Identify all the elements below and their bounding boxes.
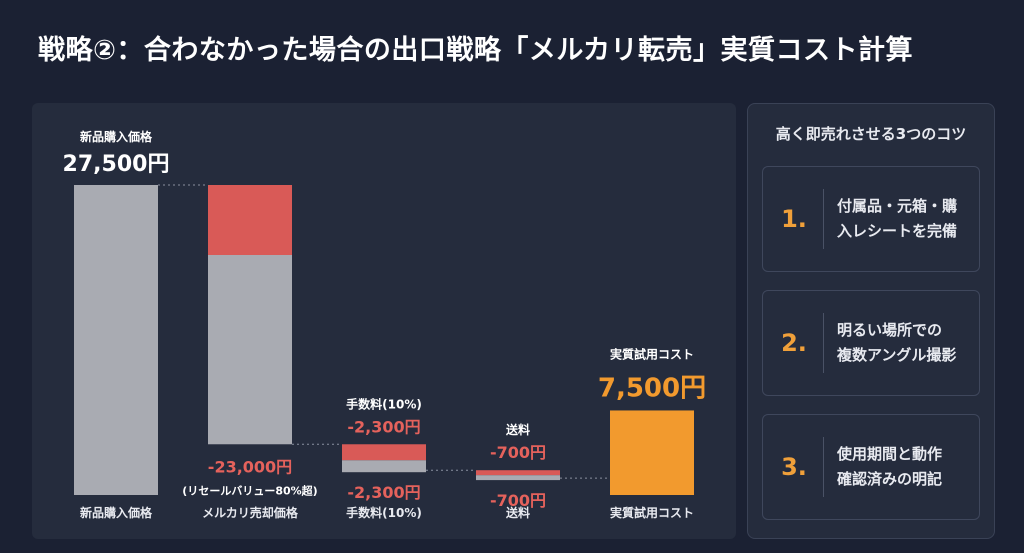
- tips-panel: 高く即売れさせる3つのコツ 1. 付属品・元箱・購 入レシートを完備 2. 明る…: [747, 103, 995, 539]
- tips-title: 高く即売れさせる3つのコツ: [775, 125, 967, 143]
- tip-text: 付属品・元箱・購 入レシートを完備: [837, 167, 969, 271]
- bar-value-label: 27,500円: [63, 152, 170, 177]
- category-label: 実質試用コスト: [610, 505, 694, 520]
- total-bar: [74, 185, 158, 495]
- tip-text: 明るい場所での 複数アングル撮影: [837, 291, 969, 395]
- bar-below-label: -2,300円: [347, 483, 420, 502]
- tip-card-3: 3. 使用期間と動作 確認済みの明記: [762, 414, 980, 520]
- tip-line: 入レシートを完備: [837, 222, 958, 240]
- category-label: メルカリ売却価格: [202, 505, 299, 520]
- decrease-bar: [476, 470, 560, 476]
- tip-line: 明るい場所での: [837, 321, 943, 340]
- remainder-bar: [476, 475, 560, 481]
- tip-line: 付属品・元箱・購: [837, 197, 958, 216]
- bar-top-label: 実質試用コスト: [610, 346, 694, 361]
- decrease-bar: [342, 444, 426, 461]
- bar-top-label: 送料: [505, 422, 530, 437]
- remainder-bar: [342, 460, 426, 473]
- tip-text: 使用期間と動作 確認済みの明記: [837, 415, 969, 519]
- waterfall-chart: 新品購入価格 27,500円 -23,000円 (リセールバリュー80%超) 手数料(1…: [63, 129, 707, 520]
- page-title: 戦略②：合わなかった場合の出口戦略「メルカリ転売」実質コスト計算: [38, 35, 914, 66]
- tip-line: 複数アングル撮影: [837, 346, 957, 364]
- category-label: 新品購入価格: [80, 505, 153, 520]
- waterfall-chart-panel: 新品購入価格 27,500円 -23,000円 (リセールバリュー80%超) 手数料(1…: [32, 103, 736, 539]
- bar-value-label: -700円: [490, 443, 546, 462]
- bar-below-label: -700円: [490, 491, 546, 510]
- tip-number: 2.: [781, 329, 807, 357]
- bar-value-label: 7,500円: [598, 373, 706, 403]
- tip-line: 確認済みの明記: [837, 470, 943, 488]
- bar-value-label: -23,000円: [208, 457, 292, 476]
- tip-number: 1.: [781, 205, 807, 233]
- bar-value-label: -2,300円: [347, 417, 420, 436]
- bar-top-label: 手数料(10%): [346, 396, 422, 411]
- tip-card-2: 2. 明るい場所での 複数アングル撮影: [762, 290, 980, 396]
- tip-divider: [823, 189, 824, 249]
- tip-line: 使用期間と動作: [837, 445, 943, 464]
- decrease-bar: [208, 185, 292, 255]
- tip-number: 3.: [781, 453, 807, 481]
- bar-top-label: 新品購入価格: [80, 129, 153, 144]
- result-bar: [610, 410, 694, 495]
- tip-divider: [823, 437, 824, 497]
- bar-sub-label: (リセールバリュー80%超): [182, 483, 317, 497]
- tip-card-1: 1. 付属品・元箱・購 入レシートを完備: [762, 166, 980, 272]
- tip-divider: [823, 313, 824, 373]
- remainder-bar: [208, 255, 292, 445]
- category-label: 送料: [505, 505, 530, 520]
- category-label: 手数料(10%): [346, 505, 422, 520]
